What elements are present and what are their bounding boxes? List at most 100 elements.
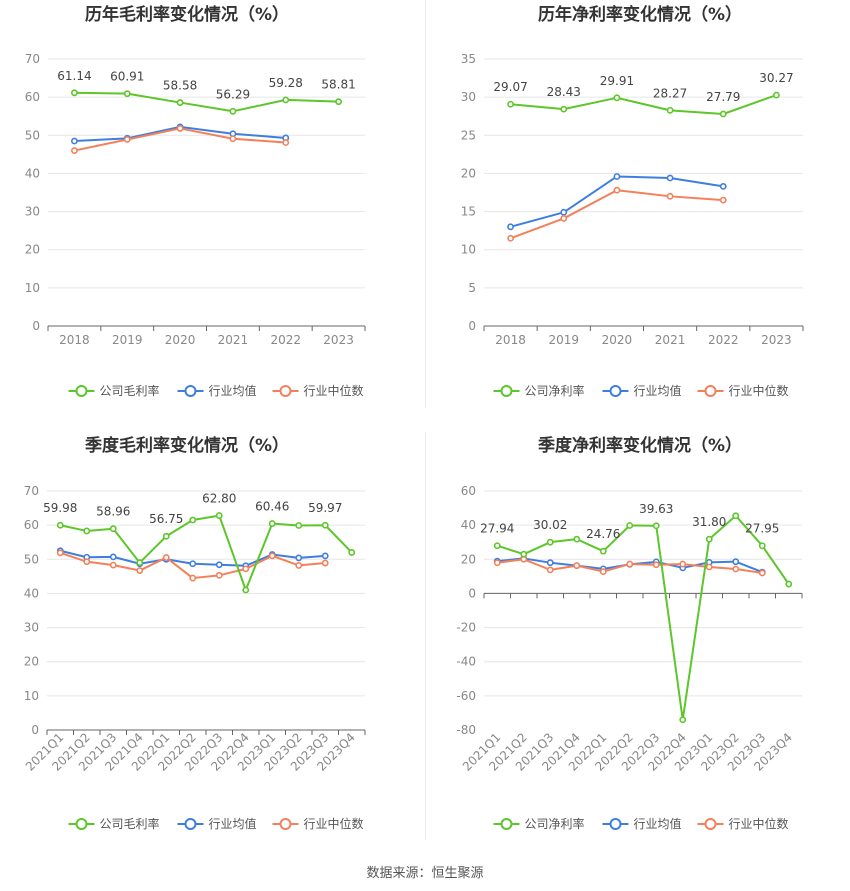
legend-marker-industry_avg <box>184 818 197 830</box>
y-tick-label: 50 <box>24 552 39 566</box>
y-tick-label: -20 <box>456 621 476 635</box>
series-line-industry_median <box>510 189 724 240</box>
data-point-company <box>758 542 766 550</box>
data-point-industry_median <box>666 192 674 200</box>
data-point-company <box>295 522 303 529</box>
panel-divider-bottom <box>425 432 426 840</box>
series-line-industry_avg <box>510 175 724 228</box>
legend-label-industry_avg: 行业均值 <box>634 816 682 831</box>
legend-marker-industry_avg <box>609 385 622 397</box>
data-point-company <box>493 542 501 550</box>
x-tick-label: 2018 <box>59 333 90 347</box>
data-label: 60.46 <box>255 500 289 514</box>
data-point-company <box>719 110 727 118</box>
data-point-industry_median <box>268 552 276 560</box>
data-point-industry_median <box>176 125 184 132</box>
data-point-company <box>666 106 674 114</box>
data-point-industry_avg <box>719 182 727 190</box>
x-tick-label: 2019 <box>548 333 579 347</box>
data-point-industry_avg <box>109 553 117 561</box>
y-tick-label: 60 <box>24 518 39 532</box>
data-point-industry_avg <box>546 559 554 567</box>
y-tick-label: 40 <box>461 518 476 532</box>
y-tick-label: 10 <box>24 689 39 703</box>
y-tick-label: 70 <box>25 52 40 66</box>
y-tick-label: -60 <box>456 689 476 703</box>
legend-marker-company <box>75 818 88 830</box>
data-point-company <box>613 94 621 102</box>
data-label: 28.27 <box>653 86 687 100</box>
y-tick-label: 10 <box>25 281 40 295</box>
x-tick-label: 2021 <box>655 333 686 347</box>
data-point-industry_median <box>493 559 501 567</box>
data-point-company <box>679 716 687 724</box>
panel-divider-top <box>425 0 426 408</box>
x-tick-label: 2023 <box>761 333 792 347</box>
data-label: 58.58 <box>163 79 197 93</box>
data-point-company <box>573 535 581 543</box>
data-point-industry_median <box>679 560 687 568</box>
data-point-company <box>348 549 356 556</box>
legend-label-industry_median: 行业中位数 <box>304 816 364 831</box>
data-point-company <box>242 586 250 594</box>
legend-marker-industry_median <box>279 818 292 830</box>
data-point-industry_median <box>613 186 621 194</box>
y-tick-label: 50 <box>25 128 40 142</box>
legend-marker-industry_median <box>704 818 717 830</box>
data-point-company <box>136 559 144 567</box>
x-tick-label: 2022 <box>270 333 301 347</box>
y-tick-label: 20 <box>24 655 39 669</box>
data-point-industry_median <box>652 561 660 569</box>
y-tick-label: 30 <box>461 90 476 104</box>
data-point-industry_avg <box>295 554 303 562</box>
data-point-industry_median <box>560 215 568 222</box>
data-label: 29.07 <box>493 80 527 94</box>
data-label: 59.98 <box>43 501 77 515</box>
legend-marker-industry_avg <box>609 818 622 830</box>
data-point-company <box>732 512 740 520</box>
y-tick-label: 40 <box>24 586 39 600</box>
data-point-industry_median <box>162 554 170 561</box>
data-point-industry_median <box>71 147 78 154</box>
data-point-industry_median <box>282 139 290 146</box>
legend-label-industry_avg: 行业均值 <box>209 816 257 831</box>
data-point-company <box>162 532 170 540</box>
data-label: 28.43 <box>547 85 581 99</box>
data-point-industry_median <box>109 561 117 569</box>
data-point-industry_median <box>83 558 91 566</box>
y-tick-label: -80 <box>456 723 476 737</box>
data-point-industry_median <box>573 562 581 570</box>
y-tick-label: 30 <box>24 621 39 635</box>
chart-title: 季度净利率变化情况（%） <box>538 435 742 456</box>
data-point-industry_avg <box>189 560 197 568</box>
data-point-company <box>268 520 276 527</box>
x-tick-label: 2020 <box>165 333 196 347</box>
annual-gross-chart: 历年毛利率变化情况（%） 0 10 20 30 40 50 60 70 2018 2019 2020 2… <box>0 0 425 430</box>
data-point-company <box>652 522 660 530</box>
data-label: 30.27 <box>759 71 793 85</box>
data-point-industry_median <box>295 562 303 569</box>
data-point-industry_median <box>758 569 766 577</box>
legend-label-industry_median: 行业中位数 <box>729 383 789 398</box>
y-tick-label: 0 <box>468 586 476 600</box>
x-tick-label: 2019 <box>112 333 143 347</box>
y-tick-label: 10 <box>461 243 476 257</box>
data-point-company <box>189 516 197 524</box>
data-point-company <box>773 91 780 99</box>
data-label: 60.91 <box>110 70 144 84</box>
y-tick-label: 60 <box>25 90 40 104</box>
data-point-industry_median <box>56 549 64 557</box>
data-label: 27.94 <box>480 522 514 536</box>
data-point-company <box>626 522 634 529</box>
series-line-company <box>510 94 777 116</box>
annual-gross-chart-svg: 历年毛利率变化情况（%） 0 10 20 30 40 50 60 70 2018 2019 2020 2… <box>25 4 366 398</box>
data-point-company <box>83 527 91 535</box>
data-point-company <box>109 525 117 533</box>
data-point-company <box>215 512 223 519</box>
data-point-industry_median <box>705 563 713 571</box>
quarterly-net-chart-svg: 季度净利率变化情况（%）-80-60-40-2002040602021Q1202… <box>456 435 803 831</box>
chart-title: 历年毛利率变化情况（%） <box>85 4 289 25</box>
y-tick-label: 40 <box>25 166 40 180</box>
data-label: 56.29 <box>216 87 250 101</box>
x-tick-label: 2020 <box>602 333 633 347</box>
